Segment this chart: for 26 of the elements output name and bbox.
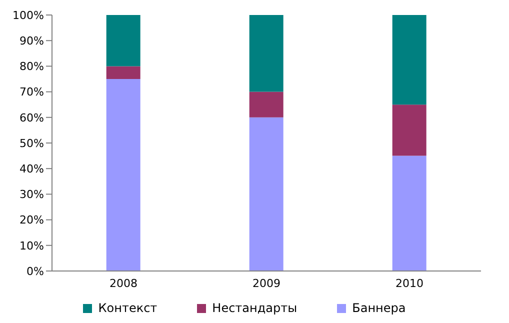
y-tick-label: 50% bbox=[20, 136, 44, 150]
bar bbox=[249, 117, 284, 271]
y-tick-label: 30% bbox=[20, 188, 44, 202]
bar bbox=[392, 156, 426, 271]
x-tick-label: 2009 bbox=[252, 276, 280, 290]
y-tick-label: 20% bbox=[20, 214, 44, 227]
legend-label: Баннера bbox=[351, 301, 406, 315]
bar bbox=[249, 92, 284, 118]
bar bbox=[392, 15, 426, 105]
y-tick-label: 10% bbox=[20, 239, 44, 252]
legend-label: Нестандарты bbox=[211, 301, 298, 315]
legend-label: Контекст bbox=[97, 301, 158, 315]
y-tick-label: 70% bbox=[20, 86, 44, 99]
y-tick-label: 90% bbox=[20, 34, 44, 48]
bar bbox=[249, 15, 284, 92]
bar bbox=[392, 104, 426, 156]
bar bbox=[106, 66, 140, 79]
x-tick-label: 2008 bbox=[110, 276, 138, 290]
bar bbox=[106, 79, 140, 271]
y-tick-label: 80% bbox=[20, 60, 44, 74]
bar bbox=[106, 15, 140, 66]
y-tick-label: 100% bbox=[12, 8, 44, 22]
x-tick-label: 2010 bbox=[396, 276, 424, 290]
y-tick-label: 0% bbox=[26, 264, 44, 278]
y-tick-label: 60% bbox=[20, 111, 44, 124]
y-tick-label: 40% bbox=[20, 162, 44, 176]
